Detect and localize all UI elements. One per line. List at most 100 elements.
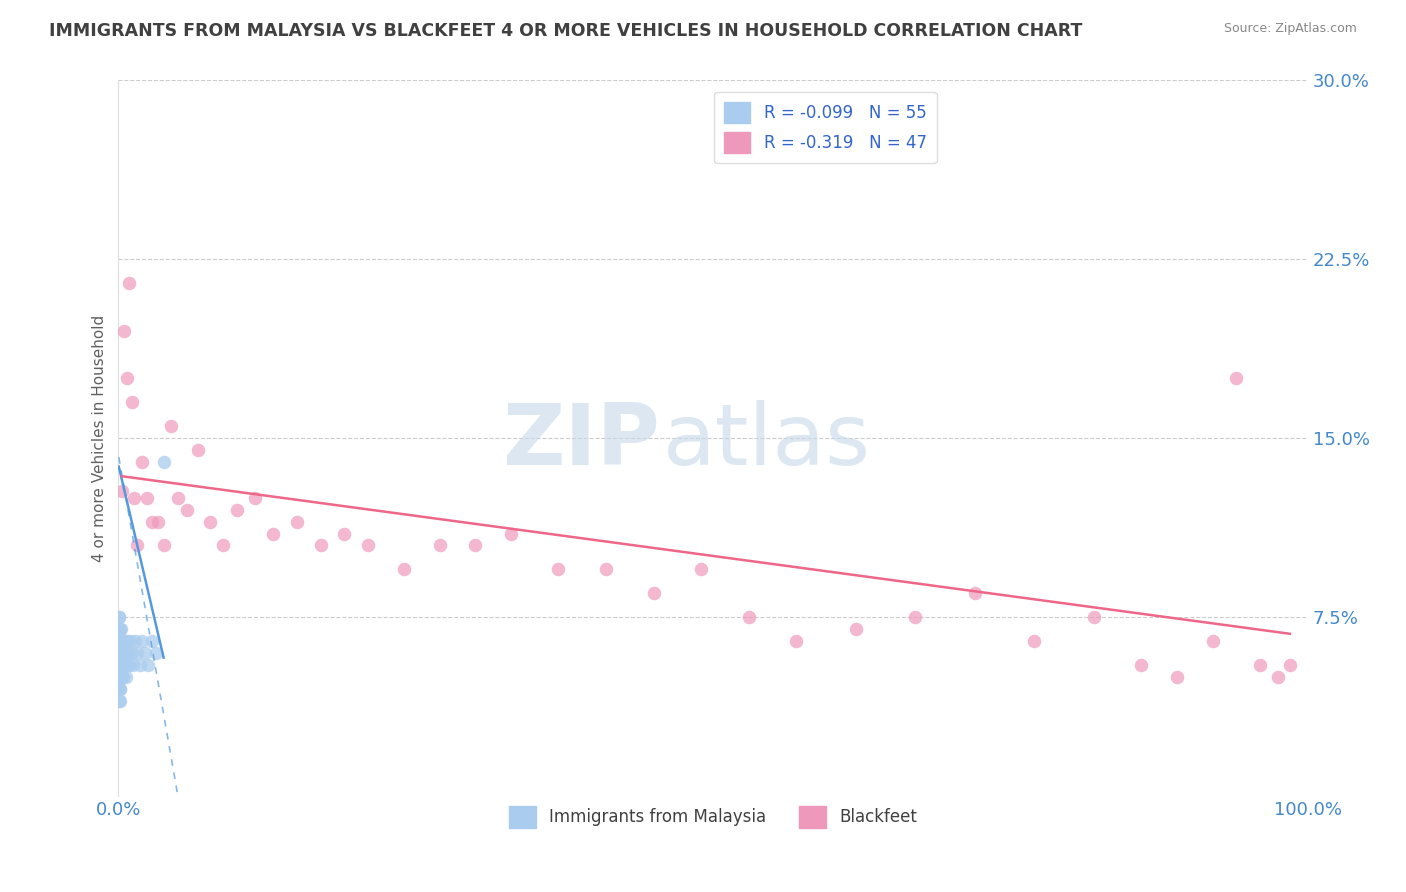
Point bbox=[187, 442, 209, 457]
Point bbox=[108, 622, 131, 636]
Point bbox=[1278, 657, 1301, 672]
Point bbox=[118, 276, 141, 290]
Point bbox=[115, 371, 138, 385]
Text: Source: ZipAtlas.com: Source: ZipAtlas.com bbox=[1223, 22, 1357, 36]
Point bbox=[112, 670, 135, 684]
Point bbox=[690, 562, 713, 576]
Point bbox=[1130, 657, 1153, 672]
Point bbox=[110, 657, 132, 672]
Point bbox=[108, 681, 131, 696]
Point bbox=[333, 526, 356, 541]
Point bbox=[547, 562, 569, 576]
Point bbox=[785, 634, 807, 648]
Point bbox=[115, 634, 138, 648]
Point bbox=[134, 646, 156, 660]
Point bbox=[108, 634, 131, 648]
Point bbox=[110, 657, 132, 672]
Point bbox=[136, 657, 159, 672]
Point bbox=[309, 538, 332, 552]
Point bbox=[108, 670, 131, 684]
Point bbox=[108, 670, 131, 684]
Text: ZIP: ZIP bbox=[502, 401, 659, 483]
Point bbox=[1267, 670, 1289, 684]
Point bbox=[118, 657, 141, 672]
Point bbox=[111, 646, 134, 660]
Point bbox=[122, 491, 145, 505]
Point bbox=[121, 646, 143, 660]
Point bbox=[131, 455, 153, 469]
Point bbox=[595, 562, 617, 576]
Point bbox=[167, 491, 190, 505]
Point bbox=[245, 491, 267, 505]
Point bbox=[112, 657, 135, 672]
Point bbox=[108, 610, 131, 624]
Point bbox=[159, 419, 181, 434]
Legend: Immigrants from Malaysia, Blackfeet: Immigrants from Malaysia, Blackfeet bbox=[502, 799, 924, 834]
Point bbox=[146, 515, 169, 529]
Point bbox=[963, 586, 986, 600]
Point bbox=[108, 646, 131, 660]
Point bbox=[152, 538, 174, 552]
Point bbox=[285, 515, 308, 529]
Point bbox=[212, 538, 235, 552]
Point bbox=[110, 622, 132, 636]
Point bbox=[136, 491, 159, 505]
Point bbox=[121, 395, 143, 409]
Point bbox=[108, 622, 131, 636]
Point bbox=[141, 515, 163, 529]
Point bbox=[128, 657, 150, 672]
Point bbox=[110, 681, 132, 696]
Point bbox=[112, 324, 135, 338]
Point bbox=[108, 670, 131, 684]
Point bbox=[1083, 610, 1105, 624]
Point bbox=[110, 646, 132, 660]
Point bbox=[127, 538, 149, 552]
Point bbox=[111, 657, 134, 672]
Point bbox=[112, 634, 135, 648]
Point bbox=[114, 646, 136, 660]
Point bbox=[429, 538, 451, 552]
Point bbox=[904, 610, 927, 624]
Point bbox=[131, 634, 153, 648]
Point bbox=[110, 670, 132, 684]
Point bbox=[1225, 371, 1247, 385]
Y-axis label: 4 or more Vehicles in Household: 4 or more Vehicles in Household bbox=[93, 314, 107, 562]
Point bbox=[127, 646, 149, 660]
Point bbox=[738, 610, 761, 624]
Point bbox=[198, 515, 221, 529]
Point bbox=[108, 657, 131, 672]
Point bbox=[145, 646, 167, 660]
Point bbox=[107, 657, 129, 672]
Point bbox=[108, 622, 131, 636]
Point bbox=[114, 670, 136, 684]
Point bbox=[357, 538, 380, 552]
Point bbox=[1201, 634, 1223, 648]
Point bbox=[1249, 657, 1271, 672]
Point bbox=[152, 455, 174, 469]
Point bbox=[108, 657, 131, 672]
Point bbox=[464, 538, 486, 552]
Point bbox=[262, 526, 284, 541]
Point bbox=[643, 586, 665, 600]
Point bbox=[120, 634, 142, 648]
Point bbox=[108, 646, 131, 660]
Point bbox=[124, 634, 146, 648]
Point bbox=[226, 502, 249, 516]
Point bbox=[176, 502, 198, 516]
Point bbox=[115, 657, 138, 672]
Point bbox=[108, 681, 131, 696]
Point bbox=[111, 670, 134, 684]
Point bbox=[110, 634, 132, 648]
Point bbox=[1166, 670, 1188, 684]
Point bbox=[107, 634, 129, 648]
Point bbox=[110, 634, 132, 648]
Text: IMMIGRANTS FROM MALAYSIA VS BLACKFEET 4 OR MORE VEHICLES IN HOUSEHOLD CORRELATIO: IMMIGRANTS FROM MALAYSIA VS BLACKFEET 4 … bbox=[49, 22, 1083, 40]
Point bbox=[108, 646, 131, 660]
Point bbox=[121, 657, 143, 672]
Point bbox=[141, 634, 163, 648]
Point bbox=[1024, 634, 1046, 648]
Point bbox=[107, 610, 129, 624]
Point bbox=[392, 562, 415, 576]
Point bbox=[108, 693, 131, 707]
Point bbox=[108, 670, 131, 684]
